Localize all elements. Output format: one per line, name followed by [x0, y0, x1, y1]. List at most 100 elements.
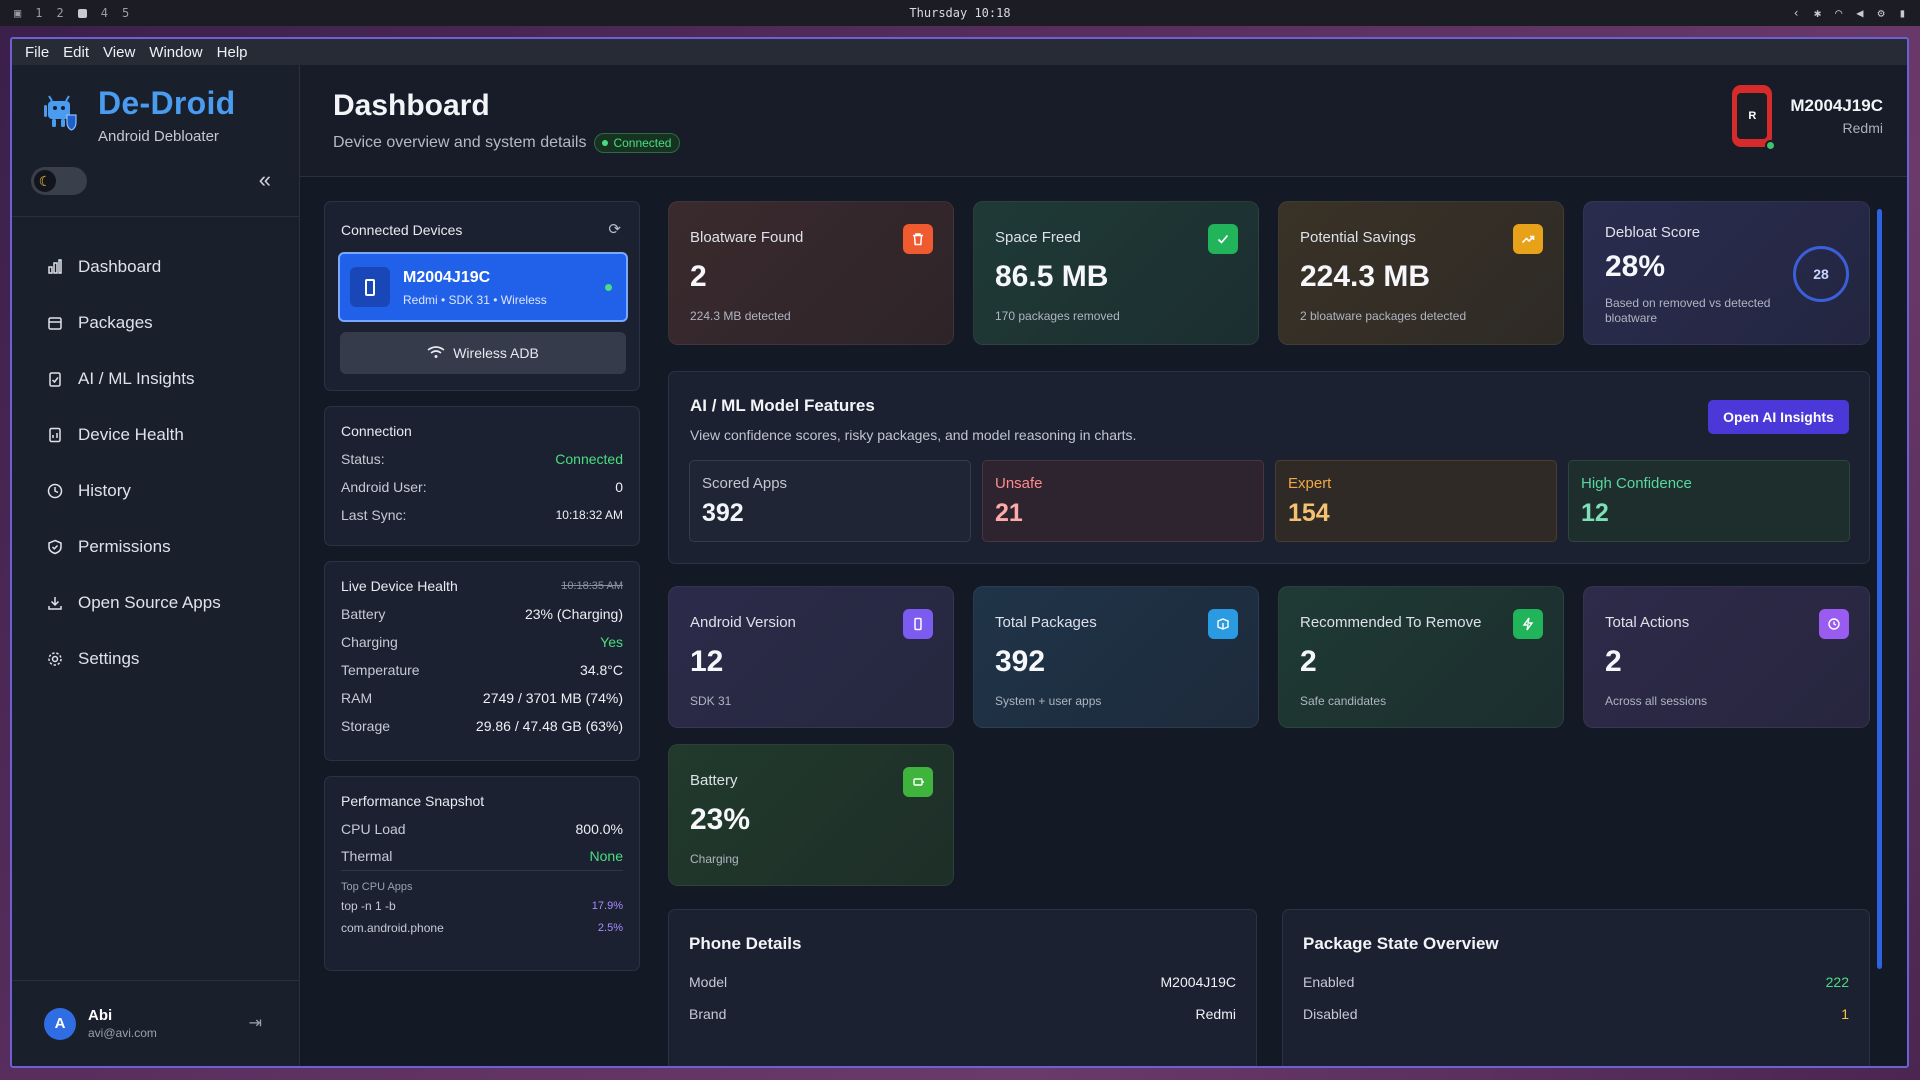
- card-value: 2: [1605, 645, 1622, 678]
- box-icon: [1208, 609, 1238, 639]
- menu-window[interactable]: Window: [149, 43, 203, 61]
- row-value: 222: [1825, 974, 1849, 990]
- device-list-item[interactable]: M2004J19C Redmi • SDK 31 • Wireless: [338, 252, 628, 322]
- header-device-brand: Redmi: [1842, 120, 1883, 136]
- header-device-card[interactable]: R M2004J19C Redmi: [1732, 85, 1883, 151]
- card-value: 2: [1300, 645, 1317, 678]
- check-icon: [1208, 224, 1238, 254]
- info-row: Charging Yes: [341, 628, 623, 656]
- card-value: 28%: [1605, 250, 1666, 283]
- android-robot-icon: [44, 95, 77, 131]
- battery-card: Battery 23% Charging: [668, 744, 954, 886]
- content-scrollbar[interactable]: [1877, 209, 1882, 969]
- workspace-active[interactable]: [77, 8, 87, 18]
- theme-toggle[interactable]: ☾: [31, 167, 87, 195]
- user-name: Abi: [88, 1007, 113, 1024]
- section-title: Package State Overview: [1303, 934, 1499, 953]
- wifi-icon: [427, 345, 445, 362]
- section-title: Phone Details: [689, 934, 802, 953]
- logout-icon[interactable]: ⇥: [248, 1015, 262, 1032]
- info-row: Enabled 222: [1303, 966, 1849, 998]
- chevron-left-icon[interactable]: ‹: [1792, 6, 1800, 20]
- info-row: CPU Load 800.0%: [341, 815, 623, 843]
- package-state-panel: Package State Overview Enabled 222 Disabl…: [1282, 909, 1870, 1066]
- total-actions-card: Total Actions 2 Across all sessions: [1583, 586, 1870, 728]
- package-icon: [46, 314, 64, 332]
- battery-icon: [903, 767, 933, 797]
- card-subtitle: Charging: [690, 852, 739, 866]
- workspace-1[interactable]: 1: [35, 6, 43, 20]
- sidebar-item-open-source-apps[interactable]: Open Source Apps: [12, 575, 299, 631]
- page-subtitle-text: Device overview and system details: [333, 134, 587, 151]
- card-value: 23%: [690, 803, 751, 836]
- online-dot-icon: [605, 284, 612, 291]
- menu-bar: File Edit View Window Help: [12, 39, 1907, 65]
- tile-value: 154: [1288, 499, 1330, 527]
- wifi-icon[interactable]: ◠: [1835, 6, 1843, 20]
- menu-file[interactable]: File: [25, 43, 50, 61]
- cpu-app-value: 2.5%: [597, 922, 623, 934]
- row-value: Connected: [555, 451, 623, 467]
- gear-icon: [46, 650, 64, 668]
- workspace-4[interactable]: 4: [100, 6, 108, 20]
- sidebar-item-dashboard[interactable]: Dashboard: [12, 239, 299, 295]
- panel-title: Connection: [341, 423, 412, 439]
- avatar: A: [44, 1007, 76, 1040]
- volume-icon[interactable]: ◀: [1856, 6, 1864, 20]
- menu-view[interactable]: View: [103, 43, 136, 61]
- trending-up-icon: [1513, 224, 1543, 254]
- menu-edit[interactable]: Edit: [63, 43, 90, 61]
- card-title: Recommended To Remove: [1300, 614, 1482, 631]
- health-icon: [46, 426, 64, 444]
- total-packages-card: Total Packages 392 System + user apps: [973, 586, 1259, 728]
- moon-icon: ☾: [34, 170, 56, 192]
- row-key: CPU Load: [341, 821, 406, 837]
- page-header: Dashboard Device overview and system det…: [300, 65, 1907, 177]
- window-icon: ▣: [14, 6, 22, 20]
- tile-value: 392: [702, 499, 744, 527]
- header-device-name: M2004J19C: [1790, 96, 1883, 115]
- open-ai-insights-button[interactable]: Open AI Insights: [1708, 400, 1849, 434]
- sidebar-item-settings[interactable]: Settings: [12, 631, 299, 687]
- workspace-switcher[interactable]: ▣ 1 2 4 5: [14, 6, 129, 20]
- card-title: Potential Savings: [1300, 229, 1416, 246]
- collapse-sidebar-icon[interactable]: «: [258, 167, 271, 192]
- clock-icon: [1819, 609, 1849, 639]
- last-update-time: 10:18:35 AM: [561, 580, 623, 592]
- workspace-5[interactable]: 5: [121, 6, 130, 20]
- info-row: Brand Redmi: [689, 998, 1236, 1030]
- user-email: avi@avi.com: [88, 1026, 157, 1040]
- smartphone-icon: [350, 267, 390, 307]
- card-title: Space Freed: [995, 229, 1081, 246]
- info-row: RAM 2749 / 3701 MB (74%): [341, 684, 623, 712]
- top-cpu-title: Top CPU Apps: [341, 881, 413, 893]
- sidebar-item-label: Packages: [78, 313, 153, 332]
- sidebar-nav: Dashboard Packages AI / ML Insights Devi…: [12, 217, 299, 687]
- recommended-to-remove-card: Recommended To Remove 2 Safe candidates: [1278, 586, 1564, 728]
- sidebar-item-device-health[interactable]: Device Health: [12, 407, 299, 463]
- app-window: File Edit View Window Help De-Droid Andr…: [10, 37, 1909, 1068]
- menu-help[interactable]: Help: [216, 43, 248, 61]
- wireless-adb-button[interactable]: Wireless ADB: [340, 332, 626, 374]
- card-title: Total Actions: [1605, 614, 1690, 631]
- user-profile[interactable]: A Abi avi@avi.com ⇥: [12, 980, 300, 1066]
- sidebar-item-permissions[interactable]: Permissions: [12, 519, 299, 575]
- row-value: 10:18:32 AM: [555, 508, 623, 522]
- row-value: 800.0%: [575, 821, 623, 837]
- page-title: Dashboard: [333, 89, 490, 122]
- sidebar-item-ai-ml-insights[interactable]: AI / ML Insights: [12, 351, 299, 407]
- card-subtitle: System + user apps: [995, 694, 1102, 708]
- lock-icon[interactable]: ▮: [1898, 6, 1906, 20]
- bluetooth-icon[interactable]: ✱: [1813, 6, 1822, 20]
- card-title: Bloatware Found: [690, 229, 804, 246]
- card-title: Battery: [690, 772, 738, 789]
- settings-icon[interactable]: ⚙: [1877, 6, 1885, 20]
- workspace-2[interactable]: 2: [56, 6, 64, 20]
- sidebar-item-history[interactable]: History: [12, 463, 299, 519]
- sidebar-item-packages[interactable]: Packages: [12, 295, 299, 351]
- online-dot-icon: [1765, 140, 1777, 151]
- refresh-icon[interactable]: ⟳: [608, 221, 621, 238]
- high-confidence-tile: High Confidence 12: [1568, 460, 1850, 542]
- app-subtitle: Android Debloater: [98, 128, 219, 145]
- wireless-adb-label: Wireless ADB: [453, 345, 539, 361]
